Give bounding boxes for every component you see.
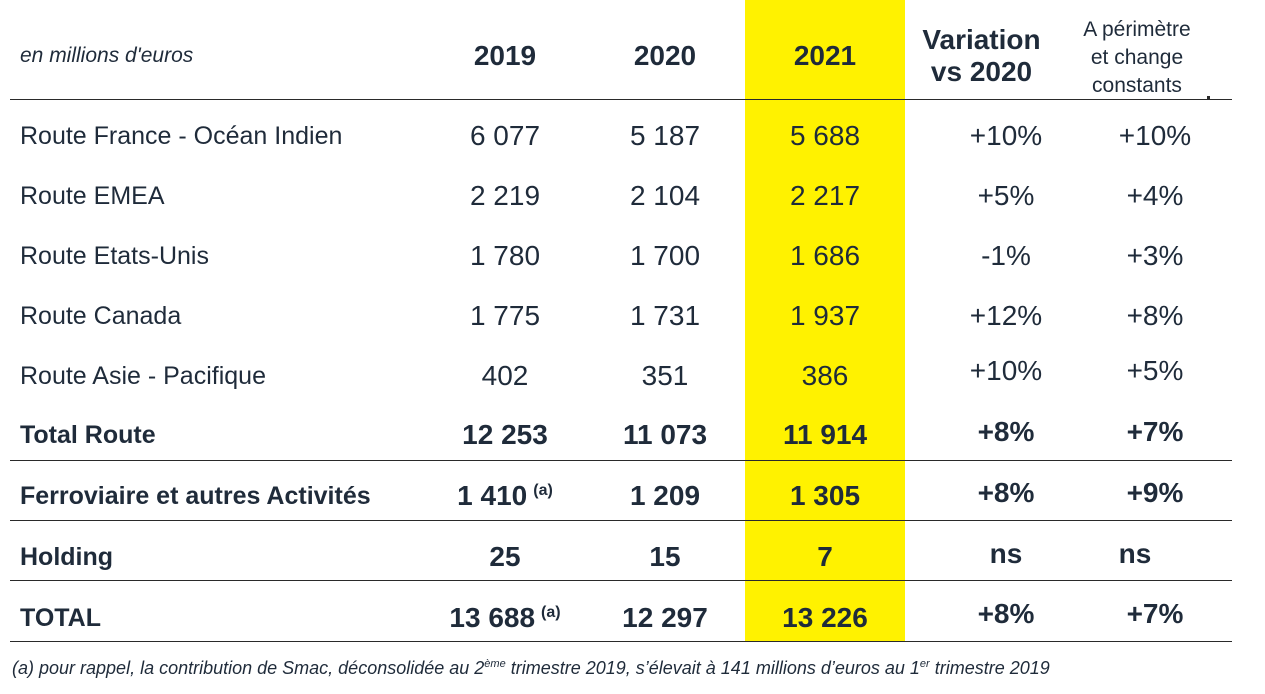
- footnote-part2: trimestre 2019, s’élevait à 141 millions…: [505, 658, 920, 678]
- unit-label: en millions d'euros: [20, 44, 194, 67]
- cell-2021: 1 937: [789, 300, 861, 331]
- cell-perimetre: +5%: [1126, 355, 1184, 386]
- footnote: (a) pour rappel, la contribution de Smac…: [12, 658, 1050, 679]
- header-2019: 2019: [473, 40, 537, 71]
- row-label: Route Asie - Pacifique: [20, 362, 266, 390]
- cell-perimetre: +9%: [1126, 477, 1184, 508]
- cell-perimetre: +3%: [1126, 240, 1184, 271]
- cell-2020: 11 073: [622, 419, 708, 450]
- cell-2020: 1 209: [629, 480, 701, 511]
- cell-2019: 12 253: [462, 419, 548, 450]
- header-2021: 2021: [793, 40, 857, 71]
- cell-2021: 2 217: [789, 180, 861, 211]
- cell-2019: 2 219: [469, 180, 541, 211]
- cell-variation: +8%: [977, 477, 1035, 508]
- row-label: TOTAL: [20, 604, 102, 632]
- row-label: Holding: [20, 543, 114, 571]
- cell-2019-value: 1 410: [457, 480, 528, 511]
- cell-2020: 2 104: [629, 180, 701, 211]
- cell-2019: 1 410 (a): [430, 480, 580, 512]
- cell-variation: +5%: [977, 180, 1035, 211]
- row-divider: [10, 520, 1232, 521]
- footnote-sup1: ème: [484, 658, 506, 670]
- cell-perimetre: +8%: [1126, 300, 1184, 331]
- cell-2019: 13 688 (a): [430, 602, 580, 634]
- cell-variation: +8%: [977, 416, 1035, 447]
- year-2021-highlight: [745, 0, 905, 642]
- header-perimetre-line2: et change: [1090, 46, 1184, 69]
- row-label: Total Route: [20, 421, 156, 449]
- cell-2020: 351: [641, 360, 689, 391]
- cell-perimetre: +7%: [1126, 598, 1184, 629]
- cell-2020: 5 187: [629, 120, 701, 151]
- cell-2021: 386: [801, 360, 849, 391]
- cell-perimetre: +7%: [1126, 416, 1184, 447]
- cell-perimetre: +10%: [1118, 120, 1192, 151]
- cell-2019: 1 775: [469, 300, 541, 331]
- footnote-part3: trimestre 2019: [929, 658, 1050, 678]
- header-variation: Variation vs 2020: [910, 24, 1053, 88]
- cell-2019-value: 13 688: [449, 602, 536, 633]
- cell-variation: -1%: [981, 240, 1031, 271]
- header-perimetre-line3: constants: [1092, 74, 1182, 97]
- row-label: Route France - Océan Indien: [20, 122, 343, 150]
- cell-2019: 6 077: [469, 120, 541, 151]
- cell-2020: 1 700: [629, 240, 701, 271]
- table-bottom-border: [10, 641, 1232, 642]
- footnote-marker: (a): [541, 603, 561, 621]
- cell-2021: 1 686: [789, 240, 861, 271]
- footnote-sup2: er: [919, 658, 930, 670]
- header-variation-line2: vs 2020: [930, 56, 1033, 87]
- row-divider: [10, 580, 1232, 581]
- cell-perimetre: +4%: [1126, 180, 1184, 211]
- header-perimetre-line1: A périmètre: [1083, 18, 1191, 41]
- row-label: Route Etats-Unis: [20, 242, 209, 270]
- footnote-marker: (a): [533, 481, 553, 499]
- cell-2020: 12 297: [622, 602, 708, 633]
- cell-2019: 1 780: [469, 240, 541, 271]
- cell-2019: 402: [481, 360, 529, 391]
- cell-variation: +10%: [969, 355, 1043, 386]
- cell-2021: 13 226: [782, 602, 868, 633]
- cell-2021: 5 688: [789, 120, 861, 151]
- header-perimetre: A périmètre et change constants: [1063, 16, 1211, 100]
- cell-2020: 15: [649, 541, 681, 572]
- cell-2021: 11 914: [782, 419, 868, 450]
- row-divider: [10, 460, 1232, 461]
- cell-variation: +8%: [977, 598, 1035, 629]
- cell-2021: 1 305: [789, 480, 861, 511]
- cell-perimetre: ns: [1118, 538, 1152, 569]
- cell-variation: ns: [989, 538, 1023, 569]
- row-label: Route EMEA: [20, 182, 165, 210]
- header-2020: 2020: [633, 40, 697, 71]
- cell-2021: 7: [817, 541, 833, 572]
- cell-variation: +10%: [969, 120, 1043, 151]
- row-label: Ferroviaire et autres Activités: [20, 482, 371, 510]
- cell-2020: 1 731: [629, 300, 701, 331]
- footnote-part1: (a) pour rappel, la contribution de Smac…: [12, 658, 485, 678]
- cell-2019: 25: [489, 541, 521, 572]
- row-label: Route Canada: [20, 302, 182, 330]
- cell-variation: +12%: [969, 300, 1043, 331]
- header-variation-line1: Variation: [922, 24, 1041, 55]
- header-divider: [10, 99, 1232, 100]
- header-dot: [1207, 96, 1210, 99]
